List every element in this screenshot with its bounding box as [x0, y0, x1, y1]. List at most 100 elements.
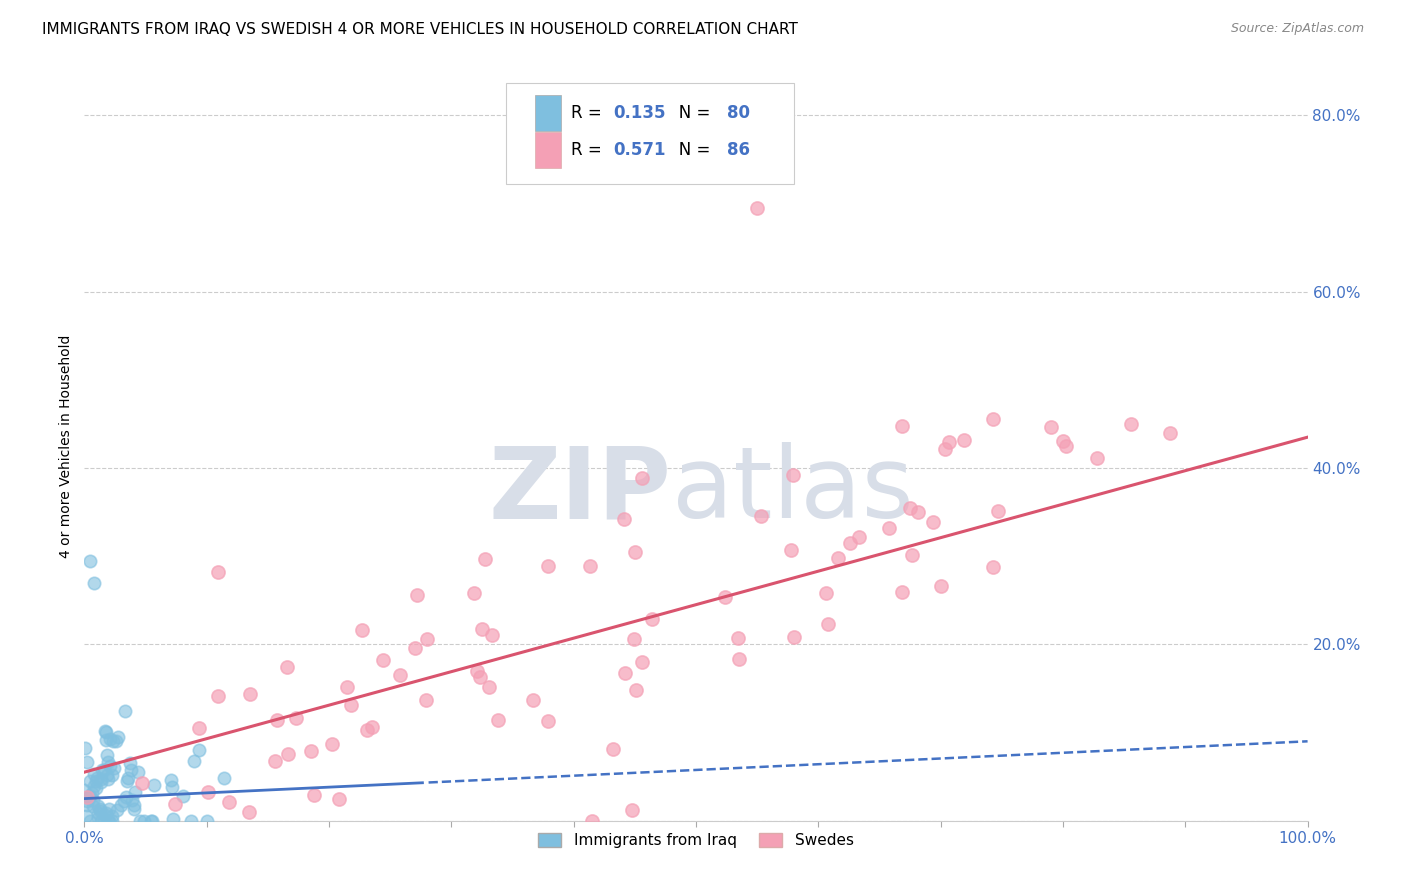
Point: [581, 814, 603, 828]
Text: 0.571: 0.571: [613, 141, 665, 159]
Point: [360, 720, 382, 734]
Point: [89, 802, 111, 816]
Point: [537, 714, 560, 729]
Point: [416, 632, 439, 646]
Text: IMMIGRANTS FROM IRAQ VS SWEDISH 4 OR MORE VEHICLES IN HOUSEHOLD CORRELATION CHAR: IMMIGRANTS FROM IRAQ VS SWEDISH 4 OR MOR…: [42, 22, 799, 37]
Point: [93, 814, 115, 828]
Point: [96, 768, 118, 782]
Point: [115, 773, 138, 788]
Point: [96, 747, 118, 762]
Point: [73, 782, 96, 797]
Point: [624, 683, 647, 698]
Point: [107, 731, 129, 745]
Point: [1040, 420, 1063, 434]
Point: [76, 789, 98, 804]
Text: R =: R =: [571, 141, 607, 159]
Point: [94, 732, 117, 747]
Point: [929, 579, 952, 593]
Point: [96, 724, 118, 739]
Point: [922, 515, 945, 529]
Point: [97, 814, 120, 828]
Point: [613, 665, 636, 680]
Point: [340, 698, 363, 712]
Point: [122, 798, 145, 813]
Point: [79, 773, 101, 788]
Point: [838, 535, 860, 549]
Point: [82, 793, 104, 807]
Point: [321, 737, 343, 751]
Point: [727, 632, 749, 646]
Point: [471, 622, 494, 636]
Point: [127, 765, 149, 780]
Point: [183, 754, 205, 768]
Point: [98, 731, 121, 746]
Point: [218, 796, 240, 810]
Point: [827, 550, 849, 565]
Point: [877, 520, 900, 534]
Point: [131, 775, 153, 789]
Point: [623, 632, 645, 646]
Point: [100, 767, 122, 781]
Point: [97, 814, 120, 828]
Point: [486, 713, 509, 727]
Point: [86, 772, 108, 786]
Point: [79, 553, 101, 567]
Point: [465, 664, 488, 678]
Point: [87, 806, 110, 821]
Point: [207, 565, 229, 579]
Point: [987, 504, 1010, 518]
Point: [749, 508, 772, 523]
Point: [1054, 439, 1077, 453]
Y-axis label: 4 or more Vehicles in Household: 4 or more Vehicles in Household: [59, 334, 73, 558]
Point: [197, 785, 219, 799]
Point: [98, 802, 121, 816]
Point: [80, 786, 103, 800]
Point: [97, 772, 120, 786]
Text: 80: 80: [727, 103, 749, 121]
Point: [389, 667, 412, 681]
Point: [901, 548, 924, 562]
Point: [122, 802, 145, 816]
Point: [187, 743, 209, 757]
FancyBboxPatch shape: [506, 83, 794, 184]
Point: [779, 543, 801, 558]
Point: [83, 575, 105, 590]
Point: [953, 433, 976, 447]
Point: [277, 747, 299, 761]
Point: [96, 755, 118, 769]
Point: [82, 798, 104, 813]
Point: [747, 201, 769, 215]
Point: [93, 763, 115, 777]
Point: [783, 630, 806, 644]
Point: [714, 590, 737, 604]
Point: [981, 412, 1004, 426]
Point: [328, 792, 350, 806]
Point: [907, 505, 929, 519]
Point: [404, 641, 426, 656]
Point: [285, 711, 308, 725]
Point: [112, 794, 135, 808]
Point: [299, 744, 322, 758]
Point: [100, 808, 122, 822]
Point: [621, 803, 644, 817]
Point: [1052, 434, 1074, 448]
Point: [406, 588, 429, 602]
Text: 86: 86: [727, 141, 749, 159]
Legend: Immigrants from Iraq, Swedes: Immigrants from Iraq, Swedes: [533, 827, 859, 855]
Point: [121, 793, 143, 807]
Point: [115, 790, 138, 805]
Point: [468, 671, 491, 685]
Point: [83, 779, 105, 793]
Point: [415, 693, 437, 707]
Point: [214, 771, 236, 785]
Point: [890, 419, 912, 434]
Point: [160, 773, 183, 788]
Point: [103, 761, 125, 775]
Point: [188, 721, 211, 735]
Point: [124, 785, 146, 799]
Bar: [534, 95, 561, 130]
Point: [87, 798, 110, 813]
Point: [100, 814, 122, 828]
Point: [87, 811, 110, 825]
Point: [90, 814, 112, 828]
